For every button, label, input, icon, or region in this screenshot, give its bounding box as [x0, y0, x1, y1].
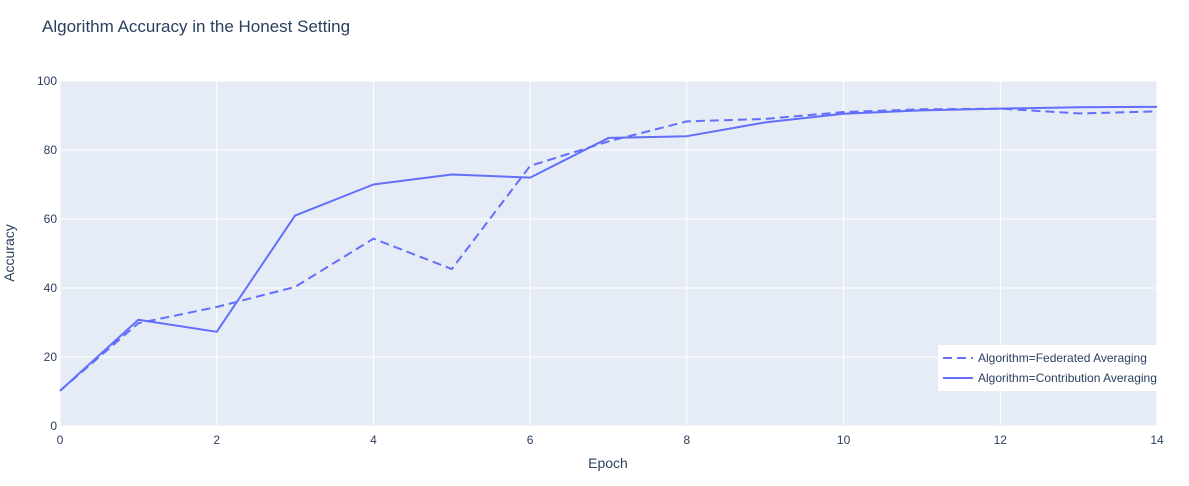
series-line-0	[59, 107, 1158, 392]
y-axis-label: Accuracy	[1, 224, 17, 282]
y-tick-label: 20	[44, 350, 58, 364]
legend-box	[938, 345, 1157, 391]
legend-label: Algorithm=Federated Averaging	[978, 351, 1147, 365]
x-tick-label: 6	[527, 433, 534, 447]
legend: Algorithm=Federated Averaging Algorithm=C…	[938, 345, 1157, 391]
x-axis-ticks: 0 2 4 6 8 10 12 14	[57, 433, 1164, 447]
legend-label: Algorithm=Contribution Averaging	[978, 371, 1157, 385]
x-tick-label: 8	[684, 433, 691, 447]
y-tick-label: 40	[44, 281, 58, 295]
y-axis-ticks: 0 20 40 60 80 100	[37, 74, 57, 433]
chart-title: Algorithm Accuracy in the Honest Setting	[42, 17, 350, 36]
y-tick-label: 80	[44, 143, 58, 157]
y-tick-label: 100	[37, 74, 57, 88]
x-tick-label: 12	[994, 433, 1008, 447]
y-tick-label: 0	[50, 419, 57, 433]
x-tick-label: 0	[57, 433, 64, 447]
series-lines	[59, 105, 1158, 392]
x-axis-label: Epoch	[588, 455, 628, 471]
series-line-1	[59, 105, 1158, 392]
x-tick-label: 14	[1150, 433, 1164, 447]
y-tick-label: 60	[44, 212, 58, 226]
x-tick-label: 2	[213, 433, 220, 447]
x-tick-label: 10	[837, 433, 851, 447]
x-tick-label: 4	[370, 433, 377, 447]
